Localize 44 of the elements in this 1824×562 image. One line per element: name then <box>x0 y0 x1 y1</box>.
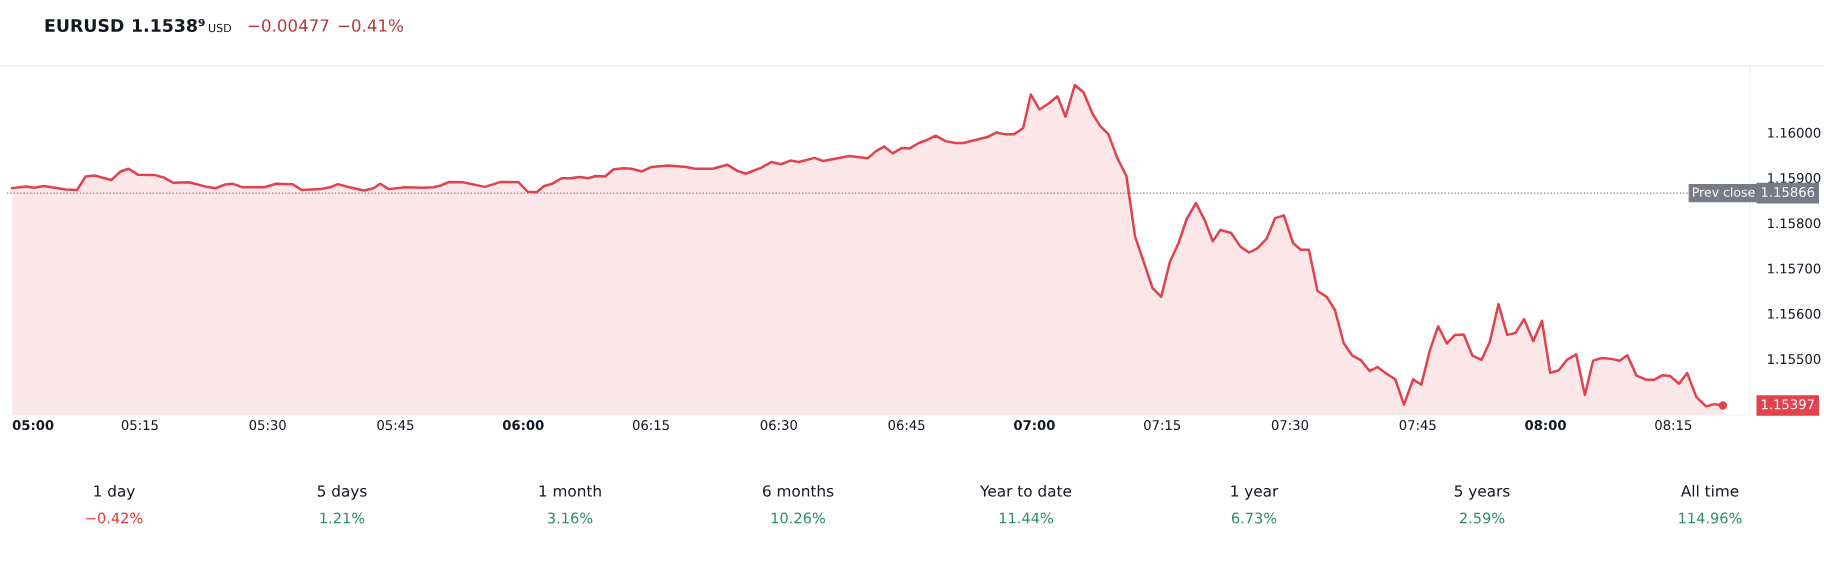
category-label: All time <box>1680 484 1739 497</box>
x-tick-label: 07:30 <box>1271 420 1309 431</box>
category-label: Year to date <box>980 484 1072 497</box>
x-tick-label: 07:00 <box>1014 420 1055 431</box>
y-tick-label: 1.15700 <box>1768 263 1821 274</box>
text: −0.42% <box>86 512 143 524</box>
x-tick-label: 05:30 <box>249 420 286 431</box>
x-tick-label: 06:00 <box>502 420 544 431</box>
text: 114.96% <box>1679 512 1742 524</box>
text: −0.41% <box>338 19 403 32</box>
text: −0.00477 <box>248 19 329 32</box>
annotation: 1.15397 <box>1761 399 1814 410</box>
x-tick-label: 07:15 <box>1144 420 1181 431</box>
text: USD <box>208 23 232 33</box>
category-label: 1 day <box>94 484 135 500</box>
y-tick-label: 1.15600 <box>1768 308 1821 319</box>
y-tick-label: 1.15800 <box>1768 218 1821 229</box>
x-tick-label: 05:00 <box>12 420 54 431</box>
chart-title: EURUSD <box>45 18 124 33</box>
x-tick-label: 05:45 <box>377 420 414 431</box>
y-tick-label: 1.15500 <box>1768 354 1821 365</box>
category-label: 1 year <box>1231 485 1279 500</box>
text: 11.44% <box>999 512 1053 524</box>
text: 3.16% <box>547 512 593 524</box>
category-label: 5 years <box>1454 485 1510 500</box>
text: 1.1538⁹ <box>132 18 205 33</box>
text: 10.26% <box>771 512 825 524</box>
x-tick-label: 06:30 <box>760 420 797 431</box>
x-tick-label: 07:45 <box>1399 420 1436 431</box>
text: 6.73% <box>1231 512 1277 524</box>
ref-line-label: Prev close <box>1693 187 1755 197</box>
x-tick-label: 05:15 <box>121 420 158 431</box>
text: 2.59% <box>1459 512 1505 524</box>
x-tick-label: 08:15 <box>1655 420 1692 431</box>
x-tick-label: 06:45 <box>888 420 925 431</box>
y-tick-label: 1.16000 <box>1768 127 1821 138</box>
text: 1.21% <box>320 512 365 524</box>
category-label: 5 days <box>317 484 367 500</box>
x-tick-label: 08:00 <box>1525 420 1566 431</box>
x-tick-label: 06:15 <box>632 420 669 431</box>
text: 1.15866 <box>1761 187 1815 198</box>
category-label: 6 months <box>763 484 834 497</box>
y-tick-label: 1.15900 <box>1768 173 1821 184</box>
category-label: 1 month <box>539 484 601 497</box>
